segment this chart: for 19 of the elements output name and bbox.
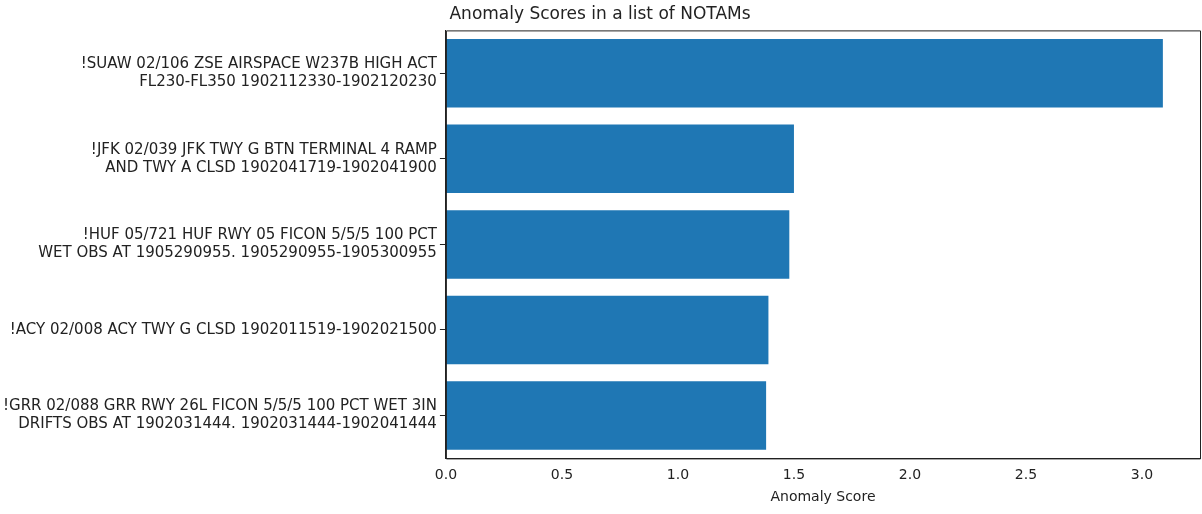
- bar: [445, 210, 790, 279]
- x-tick-label: 0.5: [550, 466, 574, 483]
- x-tick-label: 2.0: [898, 466, 922, 483]
- y-tick-label: !SUAW 02/106 ZSE AIRSPACE W237B HIGH ACT FL230-FL350 1902112330-1902120230: [80, 54, 438, 91]
- y-tick-label: !GRR 02/088 GRR RWY 26L FICON 5/5/5 100 PCT WET 3IN DRIFTS OBS AT 1902031444. 1902031444-1902041444: [2, 396, 437, 433]
- bar: [445, 124, 794, 194]
- x-tick-label: 1.5: [782, 466, 806, 483]
- x-tick-label: 1.0: [666, 466, 690, 483]
- bar: [445, 295, 769, 365]
- y-tick-label: !HUF 05/721 HUF RWY 05 FICON 5/5/5 100 PCT WET OBS AT 1905290955. 1905290955-1905300955: [38, 225, 438, 262]
- y-tick-label: !ACY 02/008 ACY TWY G CLSD 1902011519-1902021500: [9, 319, 437, 338]
- y-tick-label: !JFK 02/039 JFK TWY G BTN TERMINAL 4 RAMP AND TWY A CLSD 1902041719-1902041900: [90, 139, 437, 176]
- bar: [445, 38, 1163, 108]
- x-tick-label: 0.0: [434, 466, 458, 483]
- chart-title: Anomaly Scores in a list of NOTAMs: [449, 2, 751, 23]
- x-axis-title: Anomaly Score: [770, 488, 876, 505]
- bar: [445, 381, 767, 450]
- x-tick-label: 3.0: [1130, 466, 1154, 483]
- x-tick-label: 2.5: [1014, 466, 1038, 483]
